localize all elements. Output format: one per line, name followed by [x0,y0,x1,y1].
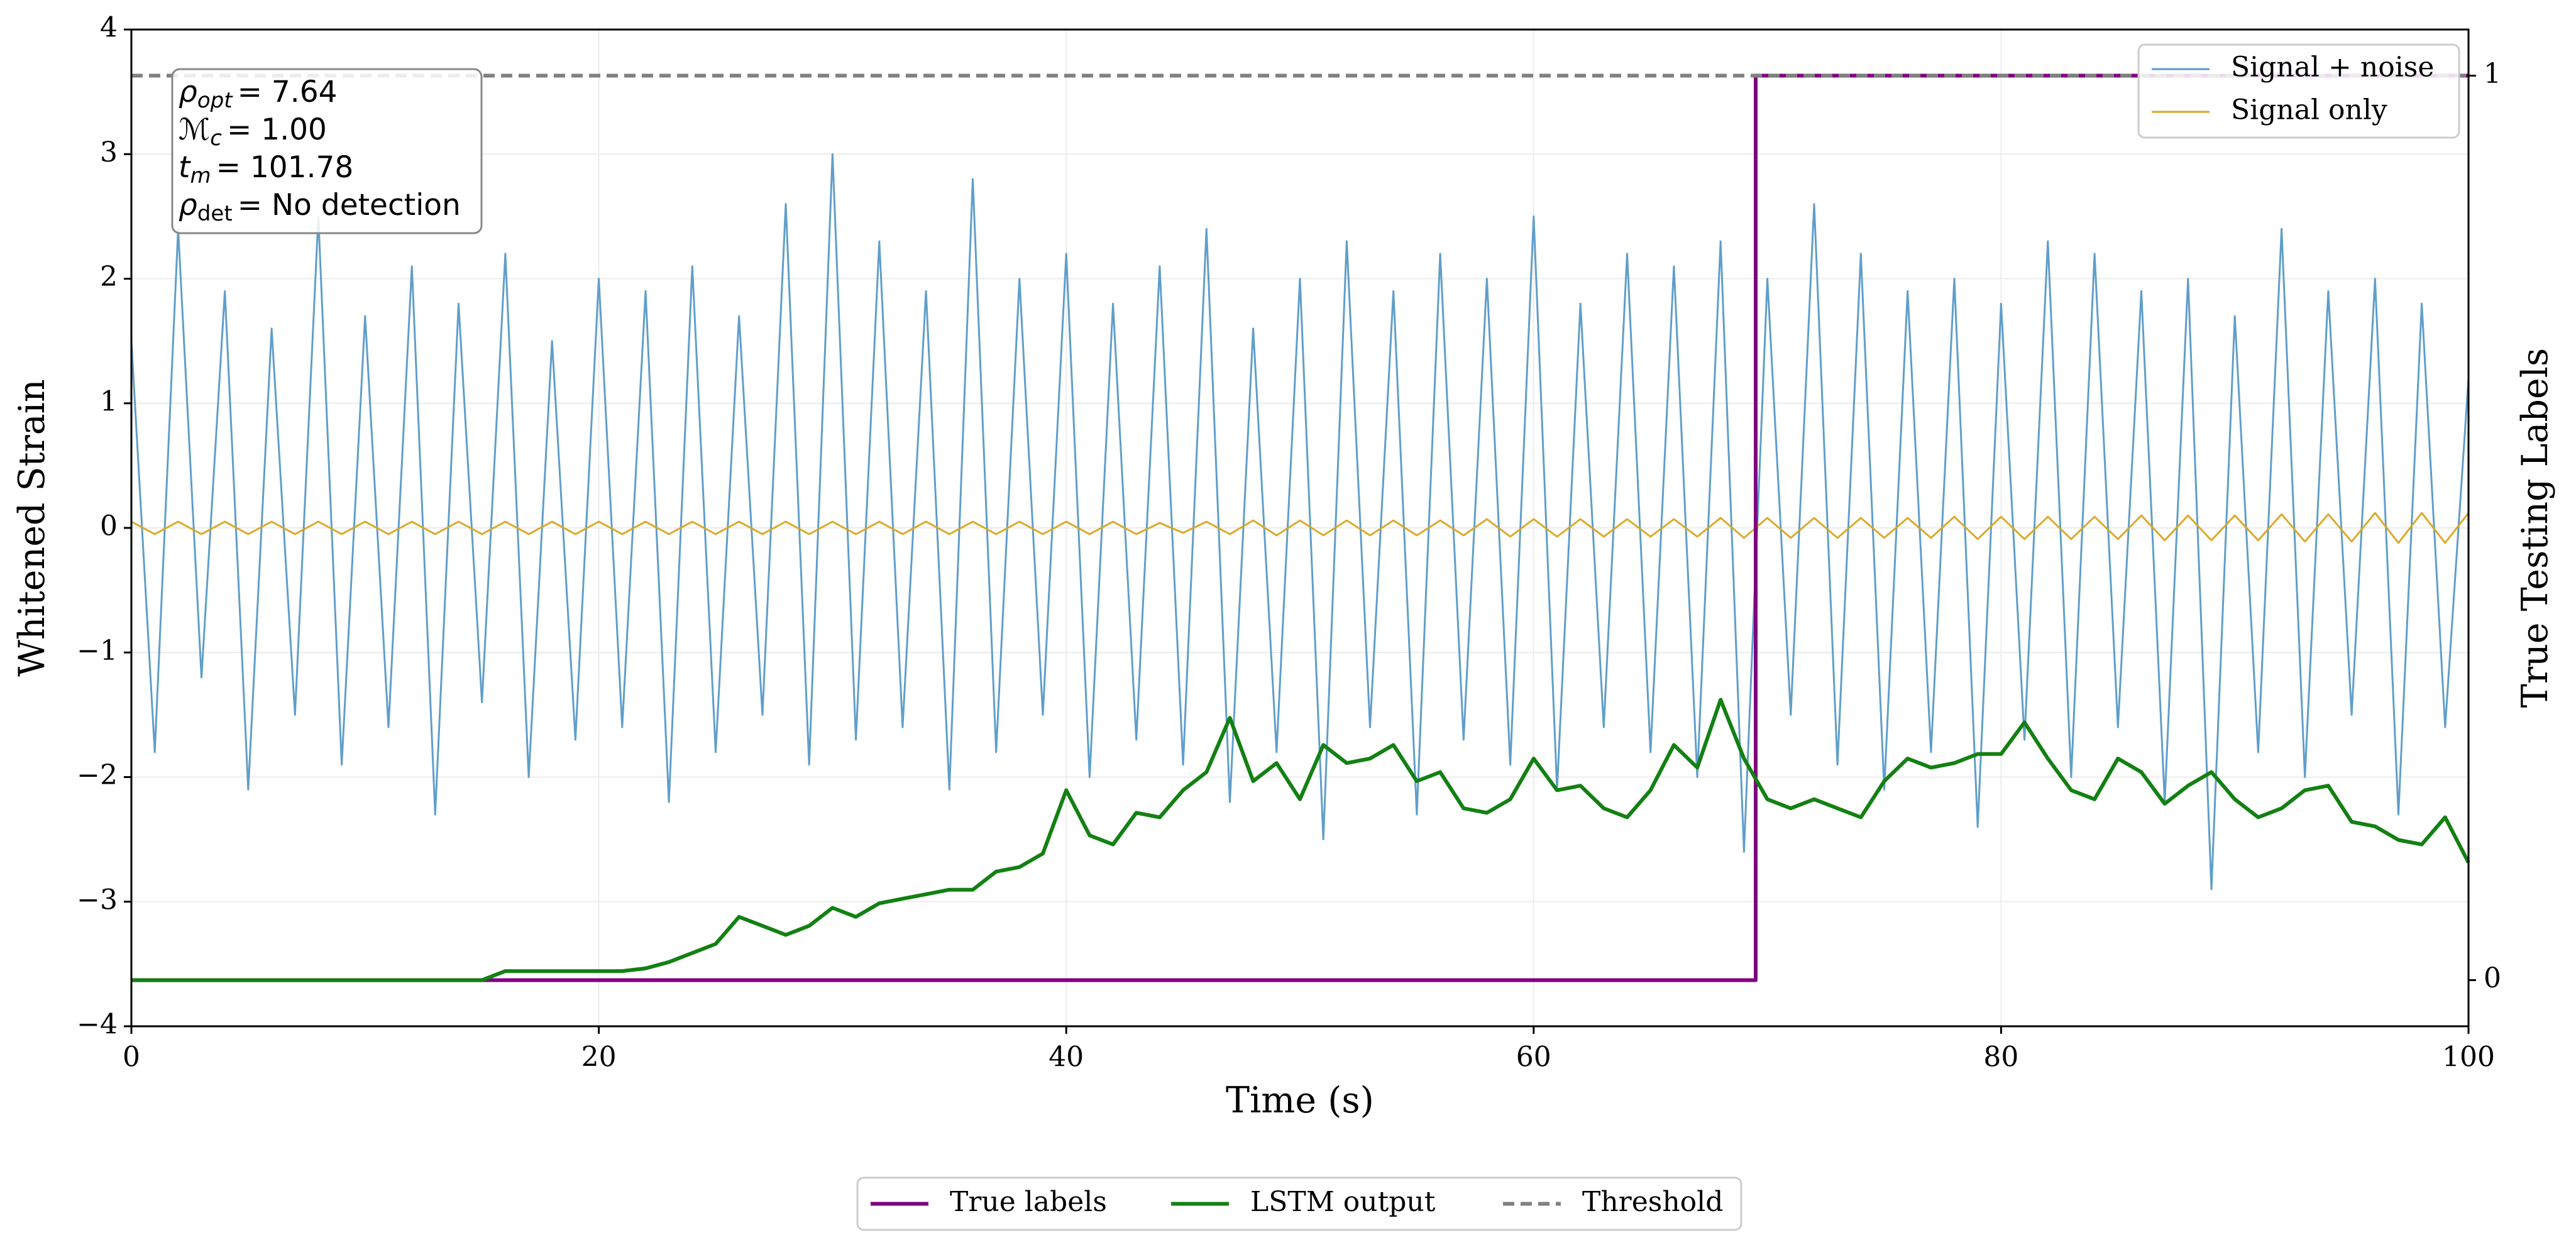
y-axis-label: Whitened Strain [11,379,53,676]
series-line [131,512,2470,544]
legend-box [856,1176,1742,1231]
x-tick-label: 40 [1049,1041,1084,1073]
annotation-symbol: ℳ [179,112,210,147]
y2-tick-label: 0 [2484,962,2501,994]
x-tick-label: 60 [1516,1041,1551,1073]
annotation-box [171,68,483,234]
legend-box [2137,43,2460,139]
y-tick-label: −4 [77,1009,118,1041]
annotation-text: = 1.00 [227,112,327,147]
legend-label: Signal only [2231,94,2387,126]
annotation-subscript: c [210,126,222,151]
annotation-symbol: ρ [179,75,197,109]
series-line [131,698,2470,982]
legend-bottom: True labels LSTM output Threshold [856,1176,1742,1231]
legend-label: True labels [950,1186,1107,1218]
legend-label: LSTM output [1250,1186,1436,1218]
y-tick-label: 4 [100,12,118,44]
y2-axis-label: True Testing Labels [2514,348,2556,708]
y-tick-label: 0 [100,510,118,542]
y-tick-label: −2 [77,759,118,791]
annotation-subscript: det [197,201,233,226]
y-tick-label: 1 [100,385,118,417]
plot-area [130,74,2470,982]
legend-label: Signal + noise [2231,52,2434,84]
x-tick-label: 0 [123,1041,140,1073]
annotation: tm = 101.78 [179,150,353,189]
legend: Signal + noise Signal only [2137,43,2460,139]
y-tick-label: 2 [100,261,118,293]
series-line [130,153,2470,891]
y-tick-label: −1 [77,635,118,667]
x-axis-label: Time (s) [1226,1080,1374,1121]
x-tick-label: 20 [581,1041,617,1073]
annotation-text: = 101.78 [216,150,354,185]
annotation-text: = No detection [238,188,461,222]
annotation-text: = 7.64 [238,75,338,109]
annotation-symbol: t [179,150,191,185]
annotation: ρdet = No detection [179,188,461,226]
annotation-symbol: ρ [179,188,197,222]
legend-label: Threshold [1582,1186,1723,1218]
y-tick-label: 3 [100,136,118,168]
y-tick-label: −3 [77,884,118,916]
x-tick-label: 100 [2442,1041,2495,1073]
annotation-subscript: opt [197,88,233,113]
y2-tick-label: 1 [2484,58,2501,90]
annotation-subscript: m [190,163,211,189]
annotation: ρopt = 7.64 [179,75,338,113]
annotation: ℳc = 1.00 [179,112,327,151]
x-tick-label: 80 [1983,1041,2018,1073]
